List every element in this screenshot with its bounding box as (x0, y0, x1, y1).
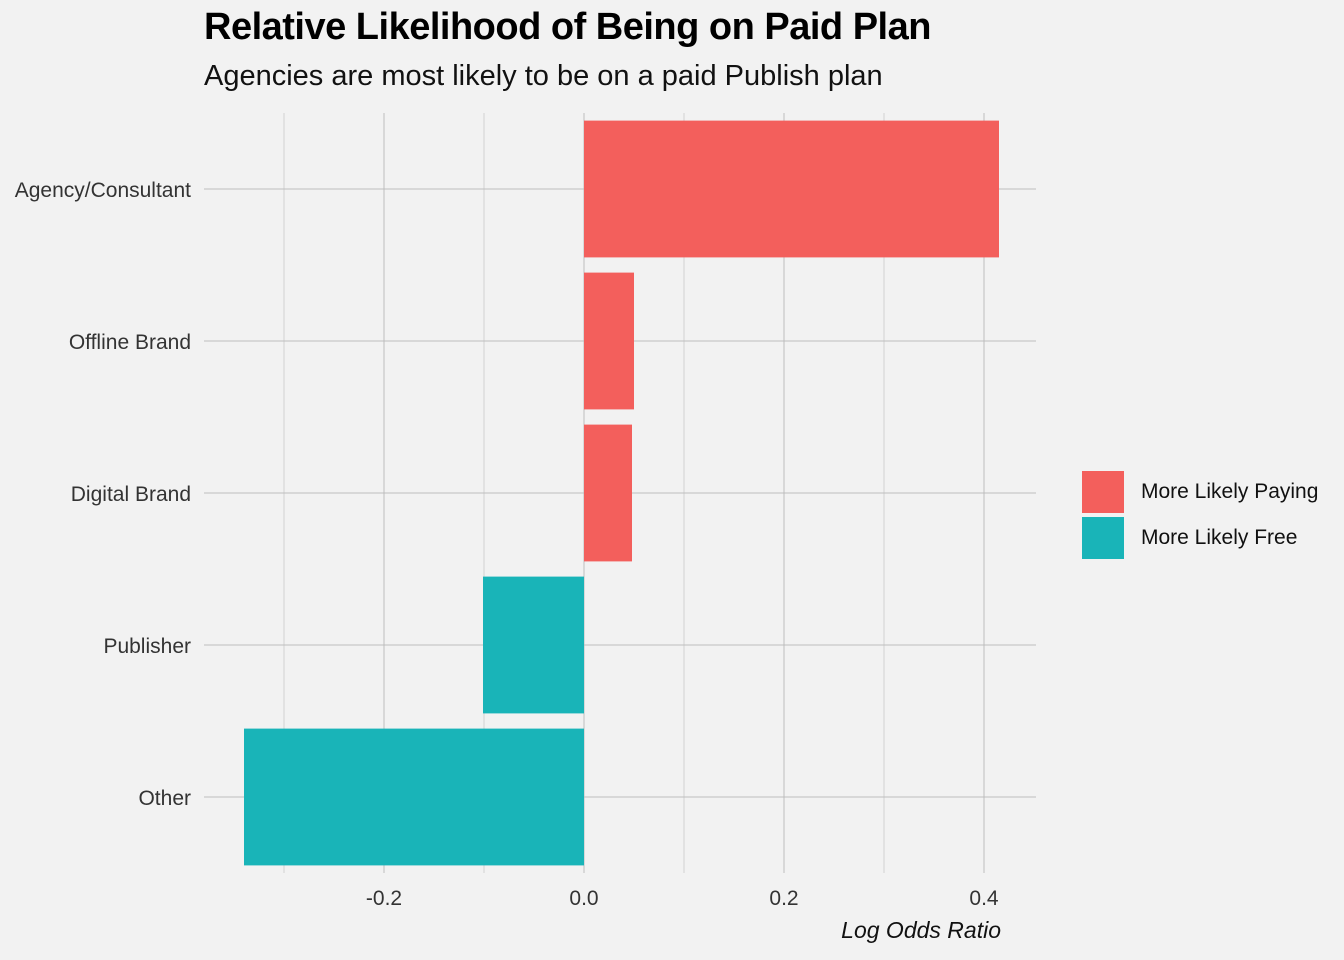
x-tick-label: 0.0 (569, 887, 598, 910)
x-axis-title: Log Odds Ratio (841, 917, 1001, 943)
bar (584, 272, 634, 410)
legend-item-paying: More Likely Paying (1082, 471, 1318, 513)
bar (584, 424, 632, 562)
bar (584, 120, 999, 258)
y-tick-label: Publisher (103, 635, 191, 658)
legend: More Likely Paying More Likely Free (1082, 471, 1318, 563)
chart-subtitle: Agencies are most likely to be on a paid… (204, 60, 883, 92)
legend-label-paying: More Likely Paying (1141, 480, 1319, 503)
x-tick-label: 0.4 (969, 887, 999, 910)
legend-swatch-paying (1082, 471, 1124, 513)
y-tick-label: Digital Brand (71, 483, 191, 506)
legend-item-free: More Likely Free (1082, 517, 1318, 559)
x-tick-label: -0.2 (366, 887, 402, 910)
bar (483, 576, 584, 714)
y-tick-label: Offline Brand (69, 331, 191, 354)
y-tick-label: Agency/Consultant (15, 179, 191, 202)
y-tick-label: Other (138, 787, 191, 810)
legend-label-free: More Likely Free (1141, 526, 1298, 549)
bar (244, 728, 584, 866)
x-tick-label: 0.2 (769, 887, 798, 910)
chart-title: Relative Likelihood of Being on Paid Pla… (204, 6, 931, 48)
legend-swatch-free (1082, 517, 1124, 559)
